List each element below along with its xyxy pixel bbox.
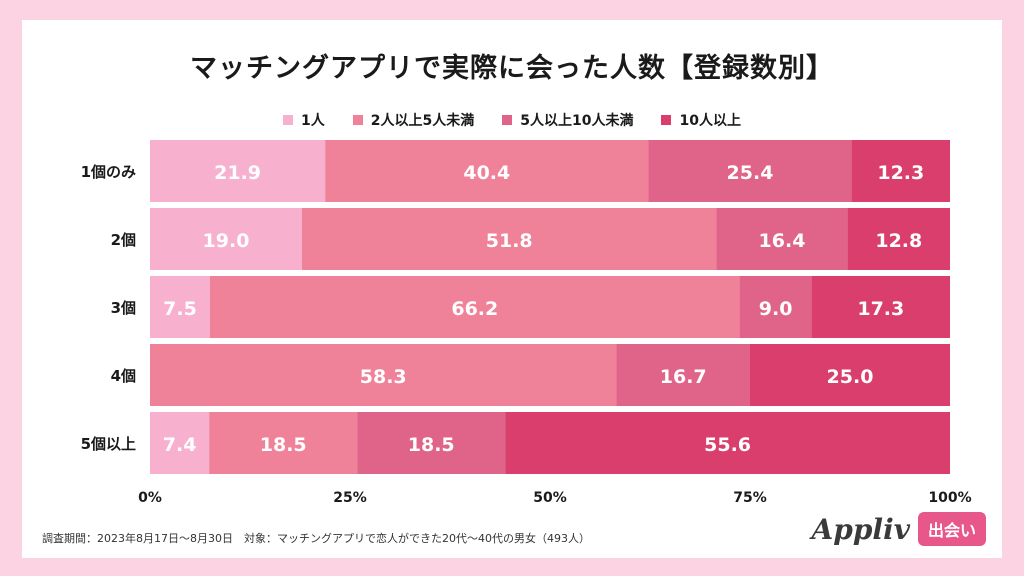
bar-segment: [847, 208, 950, 270]
data-label: 21.9: [214, 162, 261, 184]
data-label: 17.3: [857, 298, 904, 320]
bar-segment: [150, 276, 210, 338]
chart-title: マッチングアプリで実際に会った人数【登録数別】: [190, 53, 834, 84]
bar-segment: [210, 276, 740, 338]
legend-swatch: [283, 115, 294, 125]
data-label: 16.7: [660, 366, 707, 388]
brand-logo: Appliv: [811, 512, 910, 546]
bar-segment: [357, 412, 506, 474]
data-label: 12.8: [875, 230, 922, 252]
x-tick-label: 50%: [533, 490, 567, 506]
bar-segment: [648, 140, 852, 202]
category-label: 5個以上: [81, 435, 136, 453]
bar-segment: [302, 208, 717, 270]
data-label: 16.4: [759, 230, 806, 252]
bar-chart: 1個のみ 21.9 40.4 25.4 12.3 2個 19.0 51.8 16.4 12.8 3個…: [81, 140, 972, 506]
legend-swatch: [502, 115, 513, 125]
x-tick-label: 100%: [928, 490, 971, 506]
bar-segment: [616, 344, 750, 406]
data-label: 66.2: [451, 298, 498, 320]
legend-item: 2人以上5人未満: [352, 110, 475, 130]
bar-segment: [716, 208, 848, 270]
legend-label: 1人: [301, 113, 325, 129]
legend-label: 2人以上5人未満: [370, 113, 475, 129]
brand-badge: 出会い: [917, 512, 986, 546]
bar-segment: [209, 412, 358, 474]
bar-segment: [150, 208, 302, 270]
bar-segment: [150, 412, 210, 474]
bar-segment: [505, 412, 950, 474]
legend-item: 10人以上: [661, 110, 741, 130]
bar-segment: [750, 344, 950, 406]
x-tick-label: 25%: [333, 490, 367, 506]
data-label: 25.0: [827, 366, 874, 388]
category-label: 1個のみ: [81, 163, 136, 181]
category-label: 4個: [111, 367, 136, 385]
data-label: 7.5: [163, 298, 197, 320]
bar-segment: [150, 344, 617, 406]
legend: 1人 2人以上5人未満 5人以上10人未満 10人以上: [22, 110, 1002, 130]
data-label: 51.8: [486, 230, 533, 252]
x-tick-label: 75%: [733, 490, 767, 506]
bar-segment: [325, 140, 649, 202]
data-label: 9.0: [759, 298, 793, 320]
x-tick-label: 0%: [138, 490, 162, 506]
chart-card: マッチングアプリで実際に会った人数【登録数別】 1人 2人以上5人未満 5人以上10…: [22, 20, 1002, 558]
legend-swatch: [352, 115, 363, 125]
data-label: 55.6: [704, 434, 751, 456]
data-label: 19.0: [203, 230, 250, 252]
data-label: 40.4: [463, 162, 510, 184]
legend-item: 1人: [283, 110, 325, 130]
bar-segment: [739, 276, 812, 338]
legend-label: 10人以上: [679, 113, 741, 129]
survey-note: 調査期間：2023年8月17日〜8月30日 対象：マッチングアプリで恋人ができた…: [42, 532, 590, 545]
category-label: 3個: [111, 299, 136, 317]
data-label: 18.5: [260, 434, 307, 456]
legend-swatch: [661, 115, 672, 125]
data-label: 25.4: [727, 162, 774, 184]
bar-segment: [851, 140, 950, 202]
data-label: 18.5: [408, 434, 455, 456]
legend-item: 5人以上10人未満: [502, 110, 633, 130]
data-label: 7.4: [163, 434, 197, 456]
legend-label: 5人以上10人未満: [520, 113, 634, 129]
data-label: 58.3: [360, 366, 407, 388]
brand: Appliv 出会い: [812, 512, 986, 546]
bar-segment: [811, 276, 950, 338]
category-label: 2個: [111, 231, 136, 249]
data-label: 12.3: [877, 162, 924, 184]
bar-segment: [150, 140, 326, 202]
